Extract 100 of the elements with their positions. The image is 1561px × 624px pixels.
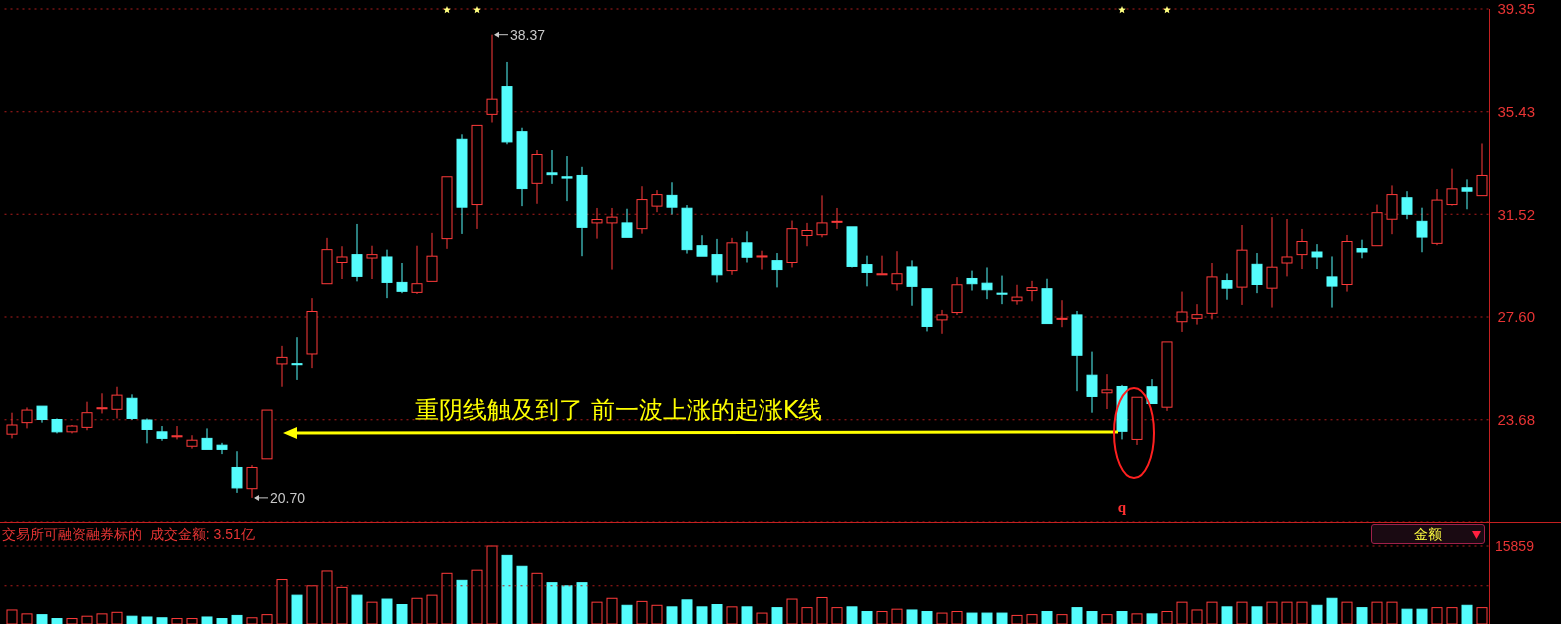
bar: [231, 614, 243, 624]
chart-title: 交易所可融资融券标的 成交金额: 3.51亿: [2, 526, 255, 544]
candlestick: [216, 442, 228, 455]
bar: [216, 618, 228, 624]
candlestick: [456, 133, 468, 235]
candlestick: [681, 204, 693, 255]
bar: [681, 599, 693, 624]
bar: [861, 611, 873, 624]
candlestick: [801, 222, 813, 247]
candlestick: [561, 155, 573, 202]
candlestick: [1221, 273, 1233, 301]
bar: [966, 612, 978, 624]
bar: [51, 618, 63, 624]
candlestick: [666, 181, 678, 216]
candlestick: [591, 207, 603, 240]
candlestick: [276, 345, 288, 388]
candlestick: [21, 406, 33, 429]
bar: [396, 604, 408, 624]
y-tick-label: 23.68: [1497, 411, 1536, 429]
candlestick: [756, 250, 768, 271]
bar: [1146, 613, 1158, 624]
bar: [711, 604, 723, 624]
candlestick: [126, 393, 138, 421]
bar: [351, 594, 363, 624]
candlestick: [306, 297, 318, 369]
bar: [1401, 608, 1413, 624]
candlestick: [1011, 284, 1023, 306]
candlestick: [816, 194, 828, 238]
candlestick: [51, 419, 63, 434]
bar: [981, 612, 993, 624]
candlestick: [996, 275, 1008, 305]
candlestick: [1356, 239, 1368, 259]
annotation: 重阴线触及到了 前一波上涨的起涨K线: [415, 396, 823, 424]
candlestick: [336, 245, 348, 280]
bar: [1116, 611, 1128, 624]
candlestick: [1281, 218, 1293, 277]
annotation: q: [1117, 499, 1127, 515]
candlestick: [936, 309, 948, 335]
candlestick: [1266, 216, 1278, 309]
candlestick: [501, 61, 513, 145]
bar: [846, 606, 858, 624]
candlestick: [891, 250, 903, 292]
bar: [381, 598, 393, 624]
candlestick: [861, 255, 873, 287]
candlestick: [1416, 207, 1428, 253]
candlestick: [786, 220, 798, 268]
bar: [1326, 597, 1338, 624]
candlestick: [231, 450, 243, 494]
candlestick: [531, 149, 543, 205]
bar: [1041, 611, 1053, 624]
candlestick: [1461, 178, 1473, 210]
candlestick: [726, 237, 738, 276]
bar: [1221, 606, 1233, 624]
candlestick: [1206, 262, 1218, 320]
bar: [561, 585, 573, 624]
candlestick: [486, 34, 498, 123]
text: 金额: [1414, 526, 1442, 544]
candlestick: [516, 127, 528, 207]
candlestick: [651, 189, 663, 213]
candlestick: [111, 386, 123, 419]
bar: [156, 617, 168, 624]
bar: [771, 607, 783, 624]
candlestick: [636, 185, 648, 235]
candlestick: [351, 223, 363, 282]
bar: [1461, 604, 1473, 624]
candlestick: [246, 464, 258, 499]
y-tick-label: 31.52: [1497, 205, 1536, 223]
candlestick: [606, 207, 618, 271]
bar: [36, 614, 48, 624]
candlestick: [171, 425, 183, 440]
candlestick: [81, 401, 93, 431]
candlestick: [1176, 291, 1188, 333]
candlestick: [156, 425, 168, 442]
candlestick: [141, 417, 153, 444]
candlestick: [1401, 190, 1413, 220]
bar: [1416, 608, 1428, 624]
candlestick: [1116, 384, 1128, 440]
bar: [1071, 607, 1083, 624]
annotation: 38.37: [510, 26, 546, 43]
candlestick: [1026, 280, 1038, 302]
candlestick: [1191, 303, 1203, 326]
bar: [501, 554, 513, 624]
candlestick: [1101, 373, 1113, 410]
candlestick: [576, 166, 588, 257]
text: 15859: [1495, 538, 1534, 554]
bar: [126, 615, 138, 624]
candlestick: [981, 266, 993, 300]
y-tick-label: 35.43: [1497, 103, 1536, 121]
bar: [921, 611, 933, 624]
candlestick: [546, 149, 558, 185]
annotation: 20.70: [270, 489, 306, 506]
candlestick: [1086, 351, 1098, 414]
candlestick: [291, 336, 303, 381]
bar: [1251, 606, 1263, 624]
candlestick: [966, 270, 978, 292]
candlestick: [186, 434, 198, 450]
candlestick: [411, 245, 423, 295]
candlestick: [1296, 228, 1308, 270]
bar: [1311, 604, 1323, 624]
candlestick: [711, 238, 723, 283]
